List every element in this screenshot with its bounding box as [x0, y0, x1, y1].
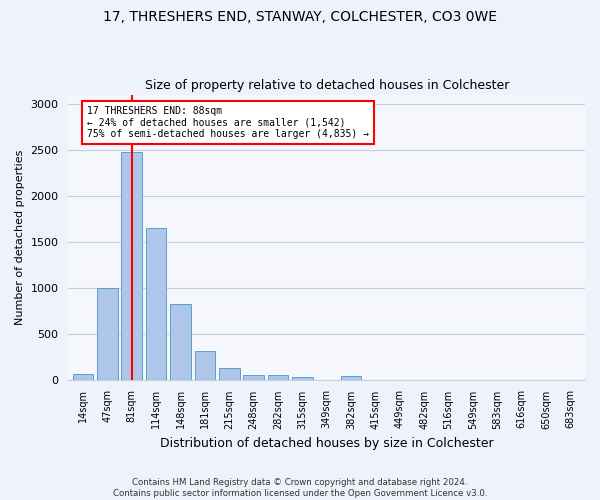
Bar — [121, 152, 142, 380]
Bar — [146, 228, 166, 380]
Bar — [243, 374, 264, 380]
Bar — [194, 351, 215, 380]
Bar — [341, 376, 361, 380]
X-axis label: Distribution of detached houses by size in Colchester: Distribution of detached houses by size … — [160, 437, 494, 450]
Text: 17 THRESHERS END: 88sqm
← 24% of detached houses are smaller (1,542)
75% of semi: 17 THRESHERS END: 88sqm ← 24% of detache… — [86, 106, 368, 139]
Title: Size of property relative to detached houses in Colchester: Size of property relative to detached ho… — [145, 79, 509, 92]
Bar — [97, 288, 118, 380]
Y-axis label: Number of detached properties: Number of detached properties — [15, 150, 25, 325]
Bar — [170, 304, 191, 380]
Bar — [73, 374, 94, 380]
Bar — [219, 368, 239, 380]
Text: 17, THRESHERS END, STANWAY, COLCHESTER, CO3 0WE: 17, THRESHERS END, STANWAY, COLCHESTER, … — [103, 10, 497, 24]
Bar — [268, 376, 289, 380]
Bar — [292, 378, 313, 380]
Text: Contains HM Land Registry data © Crown copyright and database right 2024.
Contai: Contains HM Land Registry data © Crown c… — [113, 478, 487, 498]
